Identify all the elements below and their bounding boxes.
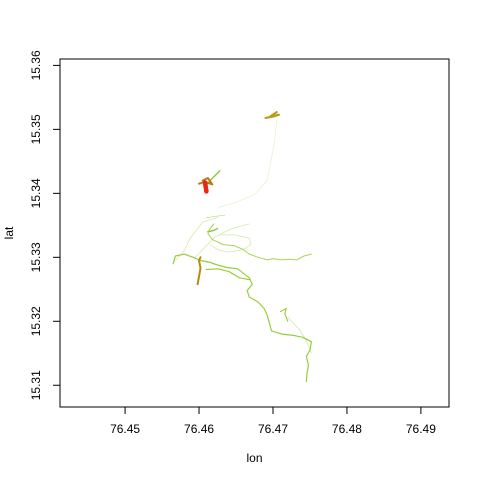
track-segment-14 bbox=[196, 256, 202, 286]
x-tick-label: 76.48 bbox=[332, 422, 362, 436]
track-segment-3 bbox=[175, 217, 218, 261]
track-series-group bbox=[172, 110, 312, 382]
track-segment-5 bbox=[209, 234, 252, 253]
track-segment-1 bbox=[218, 119, 278, 208]
x-tick-label: 76.49 bbox=[406, 422, 436, 436]
y-axis: 15.31 15.32 15.33 15.34 15.35 15.36 bbox=[29, 50, 61, 400]
track-segment-6 bbox=[287, 317, 312, 354]
x-tick-label: 76.45 bbox=[110, 422, 140, 436]
track-segment-10 bbox=[279, 307, 289, 322]
y-tick-label: 15.35 bbox=[29, 114, 43, 144]
track-segment-13 bbox=[264, 110, 280, 120]
x-tick-label: 76.46 bbox=[184, 422, 214, 436]
x-tick-label: 76.47 bbox=[258, 422, 288, 436]
track-segment-4 bbox=[194, 223, 250, 258]
x-axis-label: lon bbox=[246, 451, 262, 465]
y-tick-label: 15.33 bbox=[29, 242, 43, 272]
track-segment-16 bbox=[202, 180, 209, 194]
y-tick-label: 15.36 bbox=[29, 50, 43, 80]
y-tick-label: 15.31 bbox=[29, 370, 43, 400]
track-segment-11 bbox=[207, 227, 219, 233]
y-axis-label: lat bbox=[2, 226, 16, 239]
track-segment-7 bbox=[207, 223, 312, 261]
y-tick-label: 15.34 bbox=[29, 178, 43, 208]
track-segment-9 bbox=[205, 268, 250, 281]
y-tick-label: 15.32 bbox=[29, 306, 43, 336]
x-axis: 76.45 76.46 76.47 76.48 76.49 bbox=[110, 406, 436, 436]
track-segment-2 bbox=[205, 214, 226, 219]
track-segment-8 bbox=[172, 253, 312, 382]
